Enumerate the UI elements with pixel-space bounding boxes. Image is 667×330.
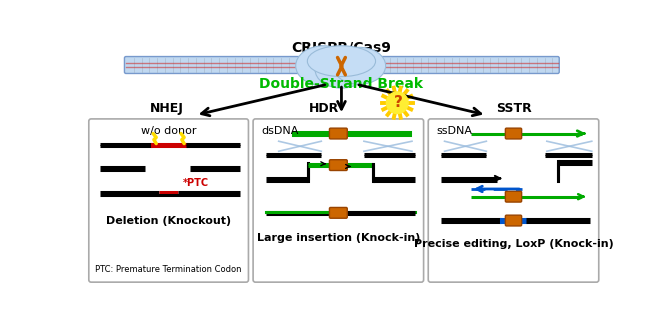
FancyBboxPatch shape bbox=[253, 119, 424, 282]
Text: NHEJ: NHEJ bbox=[150, 102, 184, 115]
Text: Deletion (Knockout): Deletion (Knockout) bbox=[106, 215, 231, 225]
Circle shape bbox=[386, 92, 408, 114]
Text: PTC: Premature Termination Codon: PTC: Premature Termination Codon bbox=[95, 265, 241, 274]
FancyBboxPatch shape bbox=[329, 160, 348, 171]
Text: Double-Strand Break: Double-Strand Break bbox=[259, 77, 424, 90]
FancyBboxPatch shape bbox=[89, 119, 248, 282]
Text: dsDNA: dsDNA bbox=[261, 126, 299, 136]
Text: CRISPR/Cas9: CRISPR/Cas9 bbox=[291, 40, 392, 54]
Text: Large insertion (Knock-in): Large insertion (Knock-in) bbox=[257, 233, 420, 243]
Ellipse shape bbox=[307, 46, 376, 77]
Text: HDR: HDR bbox=[309, 102, 339, 115]
FancyBboxPatch shape bbox=[506, 128, 522, 139]
Text: ?: ? bbox=[394, 95, 402, 110]
FancyBboxPatch shape bbox=[125, 56, 559, 74]
Text: w/o donor: w/o donor bbox=[141, 126, 196, 136]
FancyBboxPatch shape bbox=[506, 191, 522, 202]
Text: ssDNA: ssDNA bbox=[437, 126, 473, 136]
Text: *PTC: *PTC bbox=[183, 178, 209, 188]
Ellipse shape bbox=[315, 51, 368, 88]
Ellipse shape bbox=[295, 46, 352, 86]
FancyBboxPatch shape bbox=[506, 215, 522, 226]
FancyBboxPatch shape bbox=[329, 208, 348, 218]
FancyBboxPatch shape bbox=[428, 119, 599, 282]
Text: Precise editing, LoxP (Knock-in): Precise editing, LoxP (Knock-in) bbox=[414, 239, 614, 248]
FancyBboxPatch shape bbox=[329, 128, 348, 139]
Ellipse shape bbox=[333, 47, 386, 84]
Text: SSTR: SSTR bbox=[496, 102, 532, 115]
